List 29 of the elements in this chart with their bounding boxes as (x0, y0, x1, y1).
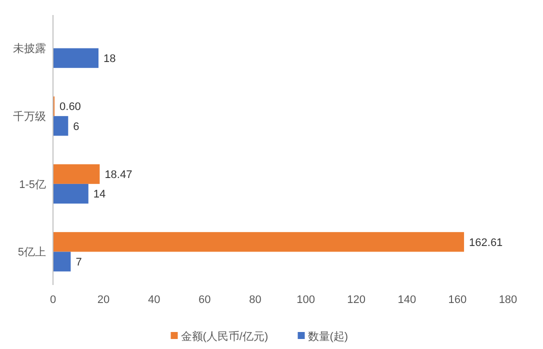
y-tick-label: 未披露 (13, 42, 46, 56)
x-tick-label: 80 (249, 294, 262, 306)
x-tick-label: 60 (198, 294, 211, 306)
x-tick-label: 100 (296, 294, 315, 306)
data-label: 18.47 (104, 168, 132, 181)
y-tick-label: 千万级 (13, 110, 46, 123)
bar (53, 232, 464, 252)
bar (53, 116, 68, 136)
bar (53, 252, 71, 272)
x-tick-label: 160 (448, 294, 467, 306)
x-tick-label: 120 (347, 294, 366, 306)
legend-label: 金额(人民币/亿元) (180, 330, 268, 343)
bar (53, 48, 98, 68)
data-label: 0.60 (60, 101, 81, 114)
x-tick-label: 180 (498, 294, 518, 306)
data-label: 7 (76, 256, 82, 268)
bar (53, 184, 88, 204)
data-label: 6 (73, 120, 80, 133)
legend-label: 数量(起) (308, 330, 348, 343)
data-label: 18 (104, 52, 116, 65)
x-tick-label: 20 (97, 294, 110, 306)
data-label: 14 (93, 188, 106, 201)
y-tick-label: 5亿上 (18, 246, 46, 259)
y-tick-label: 1-5亿 (19, 178, 46, 191)
x-tick-label: 0 (50, 294, 56, 306)
bar (53, 164, 100, 184)
x-tick-label: 40 (148, 294, 160, 306)
data-label: 162.61 (469, 236, 503, 249)
x-tick-label: 140 (398, 294, 416, 306)
